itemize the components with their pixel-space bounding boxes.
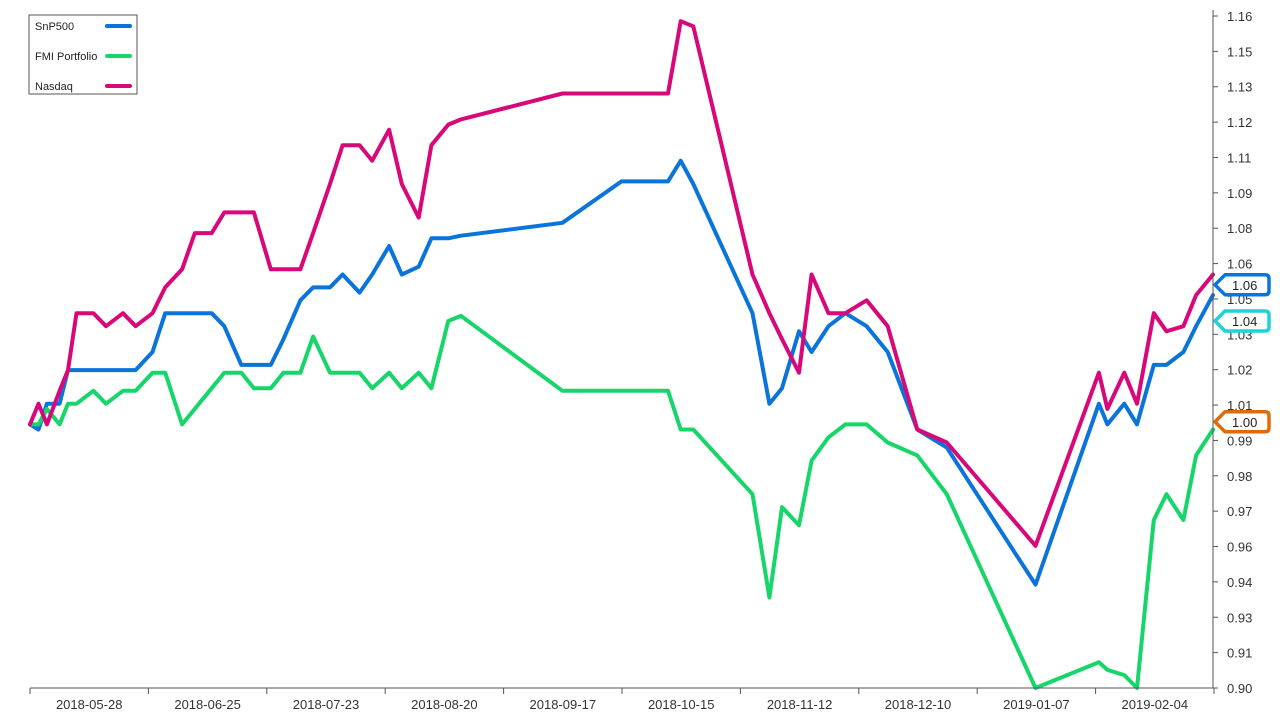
legend-label: Nasdaq	[35, 81, 73, 93]
y-tick-label: 1.15	[1227, 44, 1252, 59]
value-badge-2	[1213, 309, 1271, 333]
series-line-3	[28, 19, 1215, 548]
y-tick-label: 0.97	[1227, 504, 1252, 519]
y-tick-label: 1.13	[1227, 80, 1252, 95]
y-tick-label: 0.91	[1227, 646, 1252, 661]
x-tick-label: 2018-05-28	[56, 697, 123, 712]
x-tick-label: 2018-11-12	[767, 697, 833, 712]
y-tick-label: 0.90	[1227, 681, 1252, 696]
y-axis: 0.90 0.91 0.93 0.94 0.96 0.97 0.98 0.99 1.01 1.02…	[1212, 9, 1252, 696]
x-tick-label: 2018-08-20	[411, 697, 478, 712]
value-badge-1	[1213, 273, 1271, 297]
series-line-1	[28, 158, 1215, 587]
y-tick-label: 1.08	[1227, 221, 1252, 236]
x-tick-label: 2019-02-04	[1122, 697, 1189, 712]
x-tick-label: 2018-06-25	[174, 697, 241, 712]
y-tick-label: 1.06	[1227, 257, 1252, 272]
x-tick-label: 2019-01-07	[1003, 697, 1070, 712]
series-line-2	[28, 313, 1215, 690]
y-tick-label: 1.01	[1227, 398, 1252, 413]
x-axis: 2018-05-28 2018-06-25 2018-07-23 2018-08-20…	[29, 687, 1215, 712]
x-tick-label: 2018-10-15	[648, 697, 715, 712]
y-tick-label: 1.12	[1227, 115, 1252, 130]
y-tick-label: 0.99	[1227, 433, 1252, 448]
series-layer	[28, 19, 1215, 690]
legend-label: SnP500	[35, 21, 74, 33]
y-tick-label: 0.94	[1227, 575, 1252, 590]
legend-label: FMI Portfolio	[35, 51, 97, 63]
y-tick-label: 1.11	[1227, 150, 1251, 165]
y-tick-label: 1.02	[1227, 363, 1252, 378]
legend: SnP500 FMI Portfolio Nasdaq	[28, 14, 138, 95]
y-tick-label: 0.96	[1227, 540, 1252, 555]
x-tick-label: 2018-09-17	[530, 697, 597, 712]
x-tick-label: 2018-07-23	[293, 697, 360, 712]
x-tick-label: 2018-12-10	[885, 697, 952, 712]
y-tick-label: 1.09	[1227, 186, 1252, 201]
last-value-badges: 1.06 1.04 1.00	[1213, 273, 1271, 434]
y-tick-label: 0.98	[1227, 469, 1252, 484]
value-badge-label: 1.06	[1232, 278, 1257, 293]
y-tick-label: 0.93	[1227, 610, 1252, 625]
y-tick-label: 1.16	[1227, 9, 1252, 24]
value-badge-3	[1213, 410, 1271, 434]
value-badge-label: 1.00	[1232, 415, 1257, 430]
value-badge-label: 1.04	[1232, 314, 1257, 329]
